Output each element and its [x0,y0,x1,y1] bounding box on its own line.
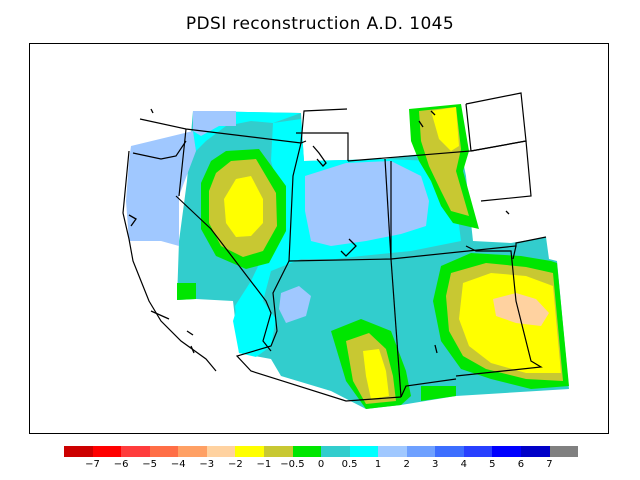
color-scale-bar [64,446,579,457]
region-field-dry-1 [459,273,561,373]
region-field-dry-1 [363,349,389,399]
color-scale-ticks: −7 −6 −5 −4 −3 −2 −1 −0.5 0 0.5 1 2 3 4 5 6 7 [64,459,578,473]
color-scale-tick-label: 0.5 [341,459,358,470]
region-field-dry-1 [431,107,459,151]
color-scale-tick-label: 0 [317,459,325,470]
region-field-wetter [126,131,196,246]
map-panel [29,43,609,434]
color-scale-swatch [92,446,122,457]
color-scale-swatch [549,446,579,457]
color-scale-tick-label: −7 [85,459,100,470]
color-scale-swatch [349,446,379,457]
color-scale-swatch [149,446,179,457]
color-scale-swatch [492,446,521,457]
lakes-and-islands [128,108,510,354]
color-scale-swatch [206,446,236,457]
color-scale-swatch [64,446,93,457]
color-scale-swatch [521,446,550,457]
region-field-dry-0 [421,386,456,401]
color-scale-tick-label: −2 [227,459,243,470]
color-scale-swatch [406,446,436,457]
color-scale-swatch [435,446,464,457]
color-scale-swatch [235,446,264,457]
pdsi-map [122,92,569,409]
color-scale-tick-label: −1 [256,459,272,470]
color-scale-tick-label: 1 [374,459,382,470]
region-field-wetter [279,286,311,323]
region-field-wetter [193,111,236,136]
color-scale-tick-label: 7 [546,459,553,470]
color-scale-tick-label: −0.5 [280,459,305,470]
color-scale-swatch [178,446,207,457]
color-scale-tick-label: −4 [170,459,186,470]
color-scale-swatch [463,446,493,457]
color-scale-swatch [263,446,293,457]
map-title: PDSI reconstruction A.D. 1045 [185,14,455,34]
region-field-wetter [305,161,429,246]
state-boundaries [122,92,547,402]
region-field-dry-1 [224,176,263,237]
region-field-dry-0 [177,283,196,300]
color-scale-tick-label: −5 [142,459,158,470]
region-field-dry-2 [493,293,549,326]
color-scale-tick-label: 5 [489,459,496,470]
color-scale-tick-label: 3 [432,459,439,470]
color-scale-tick-label: −3 [199,459,215,470]
color-scale-tick-label: −6 [113,459,129,470]
color-scale-swatch [292,446,322,457]
color-scale-tick-label: 2 [403,459,410,470]
color-scale-swatch [321,446,350,457]
color-scale-swatch [121,446,150,457]
color-scale-tick-label: 6 [517,459,525,470]
color-scale-swatch [378,446,407,457]
color-scale-tick-label: 4 [460,459,467,470]
